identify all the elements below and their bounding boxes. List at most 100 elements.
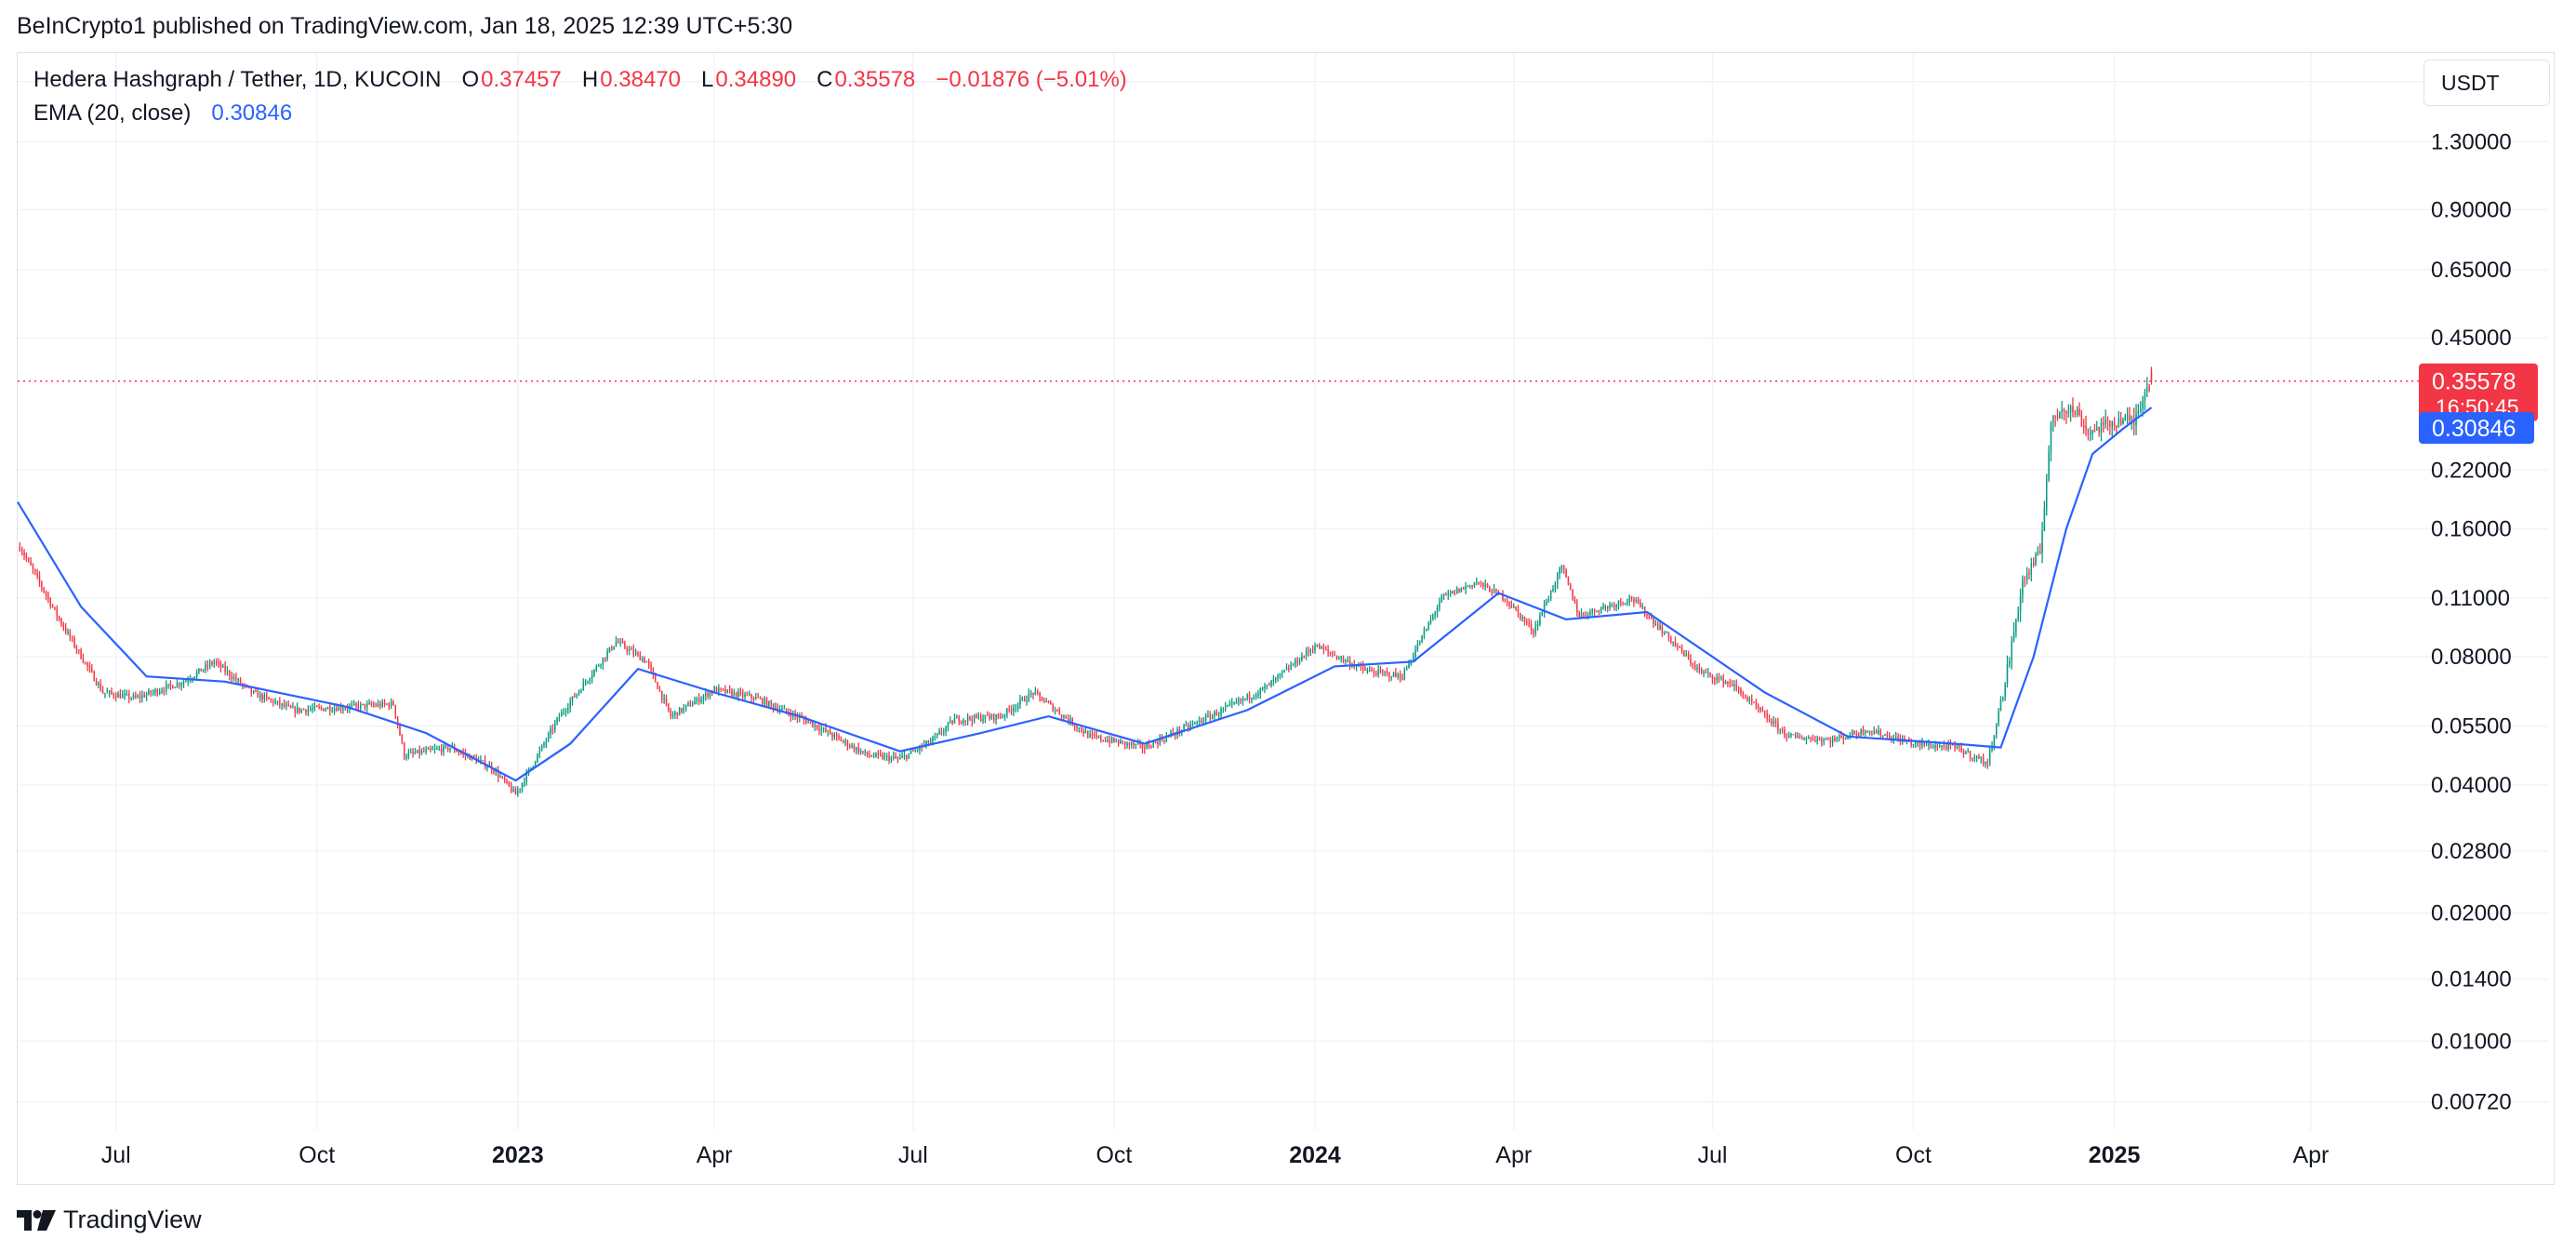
candle-body (722, 688, 724, 690)
candle-body (176, 683, 179, 687)
candle-body (1812, 738, 1814, 740)
candle-body (75, 646, 78, 650)
candle-body (890, 757, 893, 761)
candle-body (137, 696, 139, 698)
candle-body (875, 753, 877, 757)
ema-label[interactable]: EMA (20, close) (33, 100, 192, 126)
candle-body (1552, 588, 1554, 591)
candle-body (997, 714, 1000, 717)
candle-body (1637, 599, 1640, 603)
candle-body (1408, 663, 1410, 669)
candle-body (213, 661, 216, 664)
candle-body (1126, 742, 1128, 745)
candle-body (1489, 587, 1491, 593)
chart-pane[interactable] (17, 52, 2555, 1185)
candle-body (156, 689, 159, 694)
candle-body (1465, 586, 1467, 590)
candle-body (755, 697, 757, 700)
candle-body (1165, 736, 1168, 741)
candle-body (20, 550, 23, 553)
candle-body (1157, 741, 1159, 745)
candle-body (650, 664, 652, 670)
candle-body (987, 714, 989, 716)
currency-selector[interactable]: USDT (2423, 60, 2550, 106)
y-tick-label: 0.16000 (2431, 517, 2512, 542)
candle-body (818, 728, 820, 731)
candle-body (1445, 594, 1447, 596)
candle-body (1549, 590, 1552, 599)
candle-body (114, 696, 117, 699)
candle-body (198, 668, 200, 673)
candle-body (1508, 602, 1510, 606)
candle-body (1063, 715, 1065, 717)
y-tick-label: 0.22000 (2431, 458, 2512, 483)
candle-body (1089, 734, 1091, 738)
candle-body (519, 788, 521, 791)
candle-body (86, 662, 88, 667)
candle-body (1069, 718, 1071, 722)
candle-body (60, 619, 62, 625)
candle-body (2142, 400, 2144, 409)
candle-body (602, 658, 604, 665)
candle-body (259, 694, 261, 699)
candle-body (38, 576, 41, 582)
candle-body (2111, 421, 2113, 427)
candle-body (1008, 708, 1010, 710)
candle-body (1744, 698, 1746, 699)
candle-body (1771, 721, 1773, 725)
candle-body (626, 647, 628, 651)
candle-body (979, 715, 982, 721)
candle-body (1711, 674, 1714, 679)
candle-body (1600, 607, 1602, 613)
candle-body (1109, 739, 1110, 743)
candle-body (1052, 703, 1054, 712)
symbol-title[interactable]: Hedera Hashgraph / Tether, 1D, KUCOIN (33, 67, 442, 92)
candle-body (2129, 415, 2131, 420)
candle-body (1740, 688, 1742, 694)
close-value: 0.35578 (834, 67, 916, 92)
candle-body (1993, 735, 1996, 747)
candle-body (346, 708, 349, 710)
candle-body (684, 704, 687, 708)
candle-body (1270, 680, 1272, 686)
candle-body (1436, 607, 1439, 613)
candle-body (449, 748, 451, 751)
candle-body (2076, 408, 2078, 416)
candle-body (224, 665, 226, 673)
candle-body (1858, 734, 1860, 736)
candle-body (870, 755, 872, 757)
candle-body (1065, 715, 1068, 719)
tradingview-logo-icon (17, 1209, 56, 1231)
candle-body (645, 661, 648, 663)
candle-body (339, 706, 342, 710)
candle-body (1677, 646, 1679, 647)
candle-body (1515, 606, 1517, 609)
candle-body (569, 701, 571, 709)
candle-body (1416, 644, 1419, 650)
candle-body (2019, 595, 2022, 612)
candle-body (495, 770, 498, 773)
candle-body (702, 696, 705, 699)
candle-body (1233, 701, 1235, 704)
candle-body (1781, 728, 1784, 730)
candle-body (1117, 740, 1120, 744)
last-price-label: 0.35578 (2432, 369, 2516, 395)
candle-body (1023, 698, 1026, 701)
candle-body (866, 751, 869, 755)
chart-legend: Hedera Hashgraph / Tether, 1D, KUCOIN O0… (33, 63, 1129, 130)
candle-body (943, 731, 945, 733)
candle-body (1395, 672, 1397, 677)
candle-body (401, 735, 404, 743)
candle-body (1013, 708, 1015, 712)
candle-body (551, 728, 554, 730)
candle-body (1100, 736, 1102, 740)
candle-body (108, 690, 111, 693)
candle-body (857, 747, 859, 753)
candle-body (1952, 744, 1954, 746)
candle-body (1633, 599, 1635, 603)
candle-body (927, 740, 930, 744)
candle-body (1419, 642, 1421, 645)
price-change: −0.01876 (−5.01%) (936, 67, 1127, 92)
candle-body (1792, 734, 1795, 736)
